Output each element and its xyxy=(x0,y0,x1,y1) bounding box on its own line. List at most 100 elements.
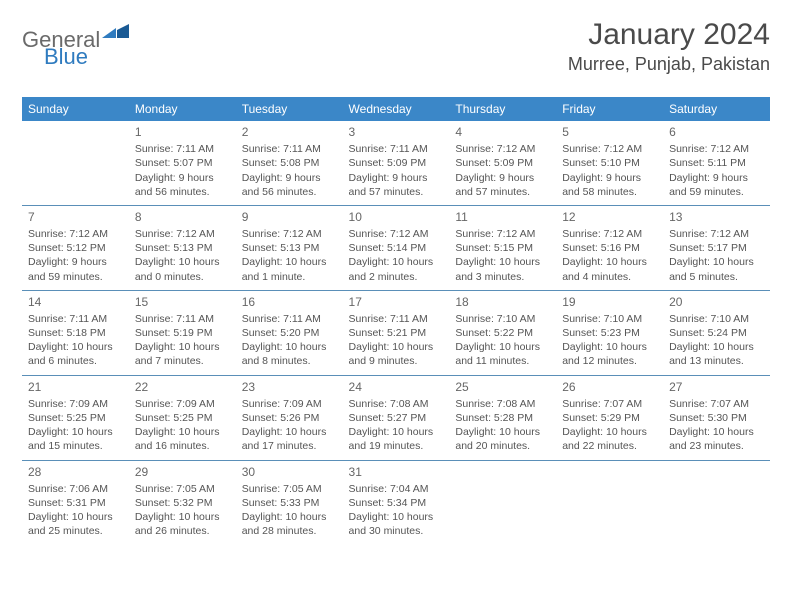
calendar-day-cell: 9Sunrise: 7:12 AMSunset: 5:13 PMDaylight… xyxy=(236,205,343,290)
sunrise-line: Sunrise: 7:05 AM xyxy=(135,482,230,496)
daylight-line: Daylight: 10 hours and 2 minutes. xyxy=(349,255,444,283)
day-number: 23 xyxy=(242,379,337,395)
day-number: 26 xyxy=(562,379,657,395)
calendar-day-cell: 28Sunrise: 7:06 AMSunset: 5:31 PMDayligh… xyxy=(22,460,129,544)
sunrise-line: Sunrise: 7:11 AM xyxy=(242,142,337,156)
day-header-row: Sunday Monday Tuesday Wednesday Thursday… xyxy=(22,97,770,121)
day-number: 31 xyxy=(349,464,444,480)
daylight-line: Daylight: 10 hours and 6 minutes. xyxy=(28,340,123,368)
calendar-empty-cell xyxy=(449,460,556,544)
calendar-day-cell: 8Sunrise: 7:12 AMSunset: 5:13 PMDaylight… xyxy=(129,205,236,290)
day-number: 2 xyxy=(242,124,337,140)
sunset-line: Sunset: 5:13 PM xyxy=(242,241,337,255)
sunrise-line: Sunrise: 7:11 AM xyxy=(28,312,123,326)
sunset-line: Sunset: 5:09 PM xyxy=(349,156,444,170)
daylight-line: Daylight: 10 hours and 16 minutes. xyxy=(135,425,230,453)
sunset-line: Sunset: 5:25 PM xyxy=(135,411,230,425)
calendar-page: General January 2024 Murree, Punjab, Pak… xyxy=(0,0,792,562)
calendar-day-cell: 29Sunrise: 7:05 AMSunset: 5:32 PMDayligh… xyxy=(129,460,236,544)
sunset-line: Sunset: 5:26 PM xyxy=(242,411,337,425)
calendar-day-cell: 21Sunrise: 7:09 AMSunset: 5:25 PMDayligh… xyxy=(22,375,129,460)
calendar-week-row: 28Sunrise: 7:06 AMSunset: 5:31 PMDayligh… xyxy=(22,460,770,544)
daylight-line: Daylight: 10 hours and 23 minutes. xyxy=(669,425,764,453)
day-number: 1 xyxy=(135,124,230,140)
sunrise-line: Sunrise: 7:09 AM xyxy=(242,397,337,411)
calendar-day-cell: 27Sunrise: 7:07 AMSunset: 5:30 PMDayligh… xyxy=(663,375,770,460)
day-number: 5 xyxy=(562,124,657,140)
calendar-day-cell: 20Sunrise: 7:10 AMSunset: 5:24 PMDayligh… xyxy=(663,290,770,375)
day-number: 29 xyxy=(135,464,230,480)
daylight-line: Daylight: 9 hours and 58 minutes. xyxy=(562,171,657,199)
location: Murree, Punjab, Pakistan xyxy=(568,54,770,75)
sunset-line: Sunset: 5:17 PM xyxy=(669,241,764,255)
sunrise-line: Sunrise: 7:12 AM xyxy=(455,142,550,156)
calendar-day-cell: 25Sunrise: 7:08 AMSunset: 5:28 PMDayligh… xyxy=(449,375,556,460)
calendar-day-cell: 11Sunrise: 7:12 AMSunset: 5:15 PMDayligh… xyxy=(449,205,556,290)
sunrise-line: Sunrise: 7:08 AM xyxy=(455,397,550,411)
sunrise-line: Sunrise: 7:11 AM xyxy=(242,312,337,326)
day-number: 25 xyxy=(455,379,550,395)
calendar-day-cell: 7Sunrise: 7:12 AMSunset: 5:12 PMDaylight… xyxy=(22,205,129,290)
day-header: Thursday xyxy=(449,97,556,121)
sunset-line: Sunset: 5:08 PM xyxy=(242,156,337,170)
calendar-day-cell: 3Sunrise: 7:11 AMSunset: 5:09 PMDaylight… xyxy=(343,121,450,205)
daylight-line: Daylight: 10 hours and 25 minutes. xyxy=(28,510,123,538)
calendar-day-cell: 4Sunrise: 7:12 AMSunset: 5:09 PMDaylight… xyxy=(449,121,556,205)
day-number: 10 xyxy=(349,209,444,225)
calendar-day-cell: 1Sunrise: 7:11 AMSunset: 5:07 PMDaylight… xyxy=(129,121,236,205)
day-number: 17 xyxy=(349,294,444,310)
sunset-line: Sunset: 5:32 PM xyxy=(135,496,230,510)
sunrise-line: Sunrise: 7:12 AM xyxy=(242,227,337,241)
day-number: 14 xyxy=(28,294,123,310)
sunrise-line: Sunrise: 7:12 AM xyxy=(562,142,657,156)
calendar-day-cell: 18Sunrise: 7:10 AMSunset: 5:22 PMDayligh… xyxy=(449,290,556,375)
sunset-line: Sunset: 5:29 PM xyxy=(562,411,657,425)
day-header: Sunday xyxy=(22,97,129,121)
sunset-line: Sunset: 5:28 PM xyxy=(455,411,550,425)
sunset-line: Sunset: 5:15 PM xyxy=(455,241,550,255)
sunrise-line: Sunrise: 7:09 AM xyxy=(135,397,230,411)
daylight-line: Daylight: 10 hours and 15 minutes. xyxy=(28,425,123,453)
calendar-day-cell: 10 Sunrise: 7:12 AMSunset: 5:14 PMDayligh… xyxy=(343,205,450,290)
day-header: Tuesday xyxy=(236,97,343,121)
day-number: 8 xyxy=(135,209,230,225)
daylight-line: Daylight: 10 hours and 8 minutes. xyxy=(242,340,337,368)
calendar-day-cell: 15Sunrise: 7:11 AMSunset: 5:19 PMDayligh… xyxy=(129,290,236,375)
day-number: 9 xyxy=(242,209,337,225)
calendar-week-row: 1Sunrise: 7:11 AMSunset: 5:07 PMDaylight… xyxy=(22,121,770,205)
day-number: 21 xyxy=(28,379,123,395)
calendar-day-cell: 17Sunrise: 7:11 AMSunset: 5:21 PMDayligh… xyxy=(343,290,450,375)
sunset-line: Sunset: 5:14 PM xyxy=(349,241,444,255)
daylight-line: Daylight: 10 hours and 9 minutes. xyxy=(349,340,444,368)
daylight-line: Daylight: 10 hours and 17 minutes. xyxy=(242,425,337,453)
daylight-line: Daylight: 9 hours and 59 minutes. xyxy=(669,171,764,199)
sunrise-line: Sunrise: 7:12 AM xyxy=(669,227,764,241)
day-header: Wednesday xyxy=(343,97,450,121)
calendar-day-cell: 14 Sunrise: 7:11 AMSunset: 5:18 PMDayligh… xyxy=(22,290,129,375)
daylight-line: Daylight: 9 hours and 59 minutes. xyxy=(28,255,123,283)
sunrise-line: Sunrise: 7:12 AM xyxy=(349,227,444,241)
day-number: 18 xyxy=(455,294,550,310)
sunset-line: Sunset: 5:19 PM xyxy=(135,326,230,340)
calendar-day-cell: 13Sunrise: 7:12 AMSunset: 5:17 PMDayligh… xyxy=(663,205,770,290)
sunrise-line: Sunrise: 7:11 AM xyxy=(349,312,444,326)
calendar-week-row: 14Sunrise: 7:11 AMSunset: 5:18 PMDayligh… xyxy=(22,290,770,375)
calendar-day-cell: 2Sunrise: 7:11 AMSunset: 5:08 PMDaylight… xyxy=(236,121,343,205)
sunrise-line: Sunrise: 7:12 AM xyxy=(455,227,550,241)
day-header: Saturday xyxy=(663,97,770,121)
calendar-empty-cell xyxy=(556,460,663,544)
day-header: Friday xyxy=(556,97,663,121)
calendar-day-cell: 22Sunrise: 7:09 AMSunset: 5:25 PMDayligh… xyxy=(129,375,236,460)
sunrise-line: Sunrise: 7:10 AM xyxy=(455,312,550,326)
calendar-week-row: 21Sunrise: 7:09 AMSunset: 5:25 PMDayligh… xyxy=(22,375,770,460)
daylight-line: Daylight: 9 hours and 56 minutes. xyxy=(135,171,230,199)
daylight-line: Daylight: 10 hours and 5 minutes. xyxy=(669,255,764,283)
daylight-line: Daylight: 10 hours and 28 minutes. xyxy=(242,510,337,538)
sunset-line: Sunset: 5:24 PM xyxy=(669,326,764,340)
sunset-line: Sunset: 5:23 PM xyxy=(562,326,657,340)
daylight-line: Daylight: 10 hours and 11 minutes. xyxy=(455,340,550,368)
day-number: 11 xyxy=(455,209,550,225)
sunset-line: Sunset: 5:18 PM xyxy=(28,326,123,340)
day-number: 19 xyxy=(562,294,657,310)
day-number: 20 xyxy=(669,294,764,310)
